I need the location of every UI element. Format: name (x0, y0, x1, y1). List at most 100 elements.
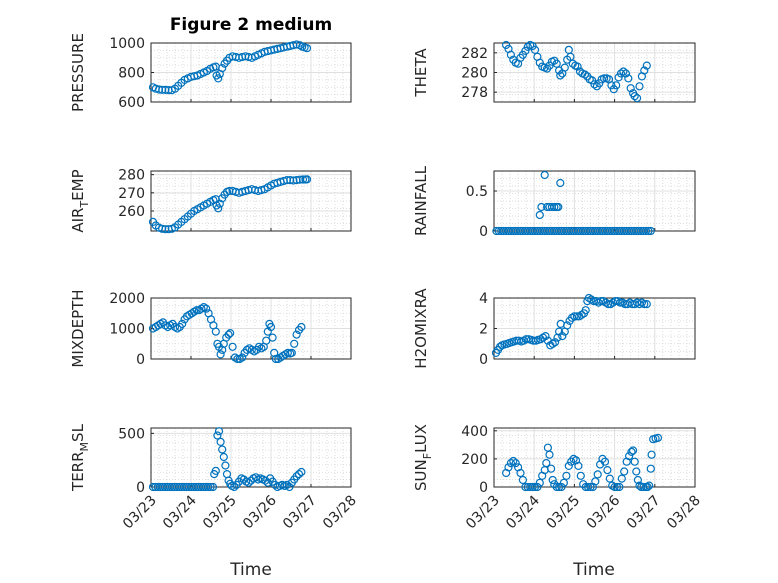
data-point (238, 353, 247, 362)
data-point (583, 482, 593, 492)
data-point (268, 333, 277, 342)
data-point (564, 461, 573, 470)
data-point (647, 450, 656, 459)
data-point (580, 70, 590, 79)
axes-box (150, 427, 352, 488)
y-axis-label: SUNFLUX (412, 424, 434, 491)
data-point (643, 482, 652, 492)
data-point (535, 210, 544, 220)
data-point (178, 319, 187, 328)
data-point (516, 468, 525, 478)
data-point (617, 474, 626, 483)
data-point (244, 186, 253, 195)
data-point (506, 459, 515, 468)
data-point (297, 322, 306, 332)
data-point (646, 464, 655, 473)
subplot-grid: 600 800 1000 PRESSURE 278 280 282 THETA 260 270 28… (69, 33, 704, 532)
data-point (552, 482, 561, 492)
data-point (550, 202, 559, 212)
y-tick-label: 260 (118, 204, 145, 220)
y-tick-label: 0 (479, 480, 488, 496)
data-point (600, 457, 610, 466)
data-point (572, 312, 581, 321)
data-point (642, 300, 651, 309)
y-tick-label: 0 (136, 352, 145, 368)
data-point (506, 50, 515, 59)
data-point (286, 176, 295, 185)
data-point (612, 482, 622, 492)
data-point (640, 66, 649, 75)
data-point (558, 332, 567, 341)
y-axis-label: MIXDEPTH (69, 289, 87, 367)
data-point (559, 478, 569, 487)
data-point (206, 482, 215, 492)
y-tick-label: 200 (461, 452, 488, 468)
data-point (518, 475, 528, 485)
data-point (586, 482, 595, 492)
x-tick-label: 03/28 (664, 493, 704, 533)
y-tick-label: 600 (118, 95, 145, 111)
data-point (576, 471, 585, 480)
data-point (226, 329, 235, 338)
data-point (624, 452, 634, 461)
data-point (218, 445, 227, 454)
data-point (566, 52, 575, 61)
data-point (287, 348, 296, 357)
data-point (285, 482, 294, 492)
data-point (224, 330, 233, 339)
data-point (214, 74, 223, 83)
data-point (213, 431, 222, 440)
data-point (633, 475, 643, 485)
data-point (612, 81, 621, 90)
x-tick-label: 03/23 (120, 493, 160, 533)
data-point (216, 437, 225, 446)
data-point (292, 40, 301, 49)
data-point (271, 354, 280, 364)
data-point (632, 93, 642, 103)
data-point (599, 74, 609, 83)
data-point (537, 202, 546, 212)
y-axis-label: TERRMSL (69, 423, 91, 492)
data-point (208, 482, 218, 492)
subplot-sun-flux: 0 200 400 SUNFLUX 03/23 03/24 03/25 03/26 03/27 0… (412, 424, 704, 533)
data-point (587, 295, 596, 304)
data-point (604, 300, 613, 309)
x-tick-label: 03/27 (280, 493, 320, 533)
data-point (289, 41, 298, 50)
data-point (546, 464, 556, 473)
data-point (542, 459, 551, 468)
data-point (619, 67, 628, 76)
data-point (216, 350, 225, 359)
data-point (228, 342, 237, 351)
data-point (545, 450, 554, 459)
data-point (202, 304, 211, 313)
data-point (199, 303, 208, 312)
data-point (624, 74, 633, 83)
data-point (627, 447, 636, 456)
data-point (616, 69, 626, 78)
subplot-mixdepth: 0 1000 2000 MIXDEPTH (69, 289, 352, 368)
data-point (298, 175, 308, 184)
y-tick-label: 1000 (109, 322, 145, 338)
data-point (244, 478, 253, 487)
data-point (547, 202, 557, 212)
data-point (596, 297, 606, 306)
data-point (550, 338, 560, 347)
x-axis-label-right: Time (572, 560, 615, 580)
data-point (573, 62, 582, 71)
data-point (557, 482, 566, 492)
data-point (610, 482, 619, 492)
data-point (297, 467, 306, 477)
y-tick-label: 800 (118, 66, 145, 82)
subplot-h2omixra: 0 2 4 H2OMIXRA (412, 288, 696, 369)
y-tick-label: 0 (479, 224, 488, 240)
data-point (263, 478, 272, 487)
data-point (541, 332, 550, 341)
x-tick-label: 03/25 (543, 493, 583, 533)
subplot-pressure: 600 800 1000 PRESSURE (69, 33, 352, 112)
data-point (605, 474, 614, 483)
data-point (530, 45, 540, 55)
data-point (250, 186, 260, 195)
data-point (302, 175, 312, 184)
